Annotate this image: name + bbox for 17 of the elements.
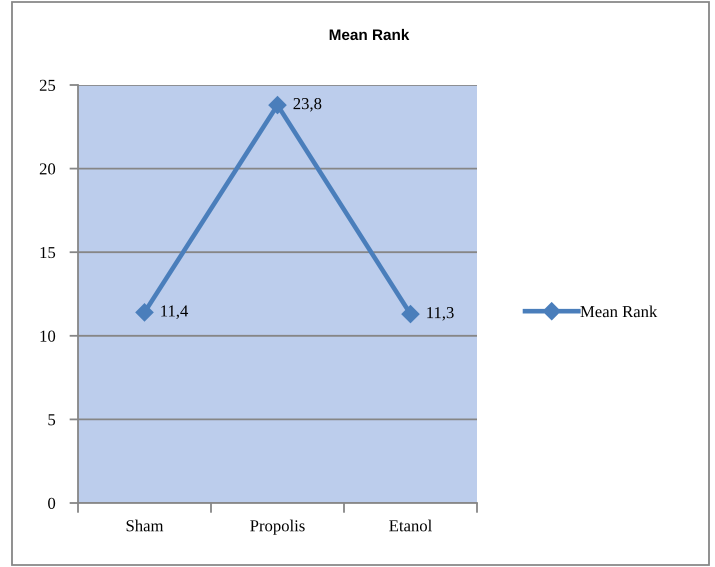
data-label: 23,8 (294, 98, 322, 112)
data-label: 11,3 (427, 307, 454, 321)
y-tick-label: 10 (40, 330, 56, 342)
x-tick-label: Etanol (389, 520, 432, 532)
point (135, 303, 154, 322)
data-label: 11,4 (161, 305, 188, 319)
x-tick-label: Sham (126, 520, 164, 532)
y-tick-label: 0 (48, 498, 56, 509)
y-tick-label: 20 (40, 163, 56, 175)
point (268, 96, 287, 114)
x-tick-label: Propolis (250, 520, 305, 535)
y-tick-label: 25 (40, 80, 56, 91)
chart-title: Mean Rank (330, 28, 410, 40)
y-tick-label: 15 (40, 246, 56, 258)
point (401, 305, 420, 324)
y-tick-label: 5 (48, 414, 56, 426)
legend-label: Mean Rank (580, 305, 658, 318)
